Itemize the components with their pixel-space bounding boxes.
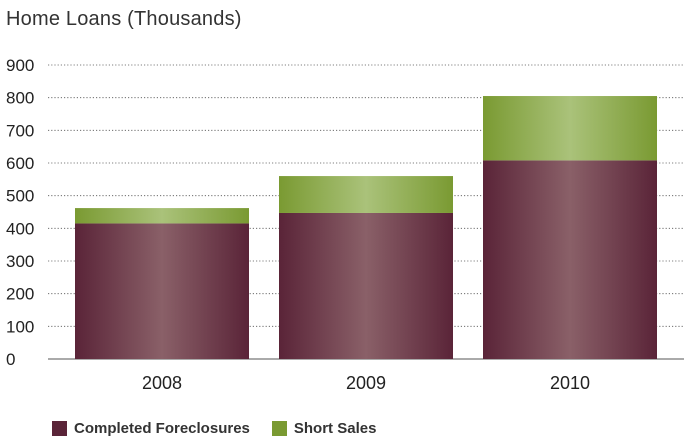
y-tick-label-100: 100 bbox=[6, 317, 34, 336]
legend-label-short-sales: Short Sales bbox=[293, 420, 377, 437]
bar-completed-foreclosures-2010 bbox=[483, 160, 657, 359]
legend-swatch-completed-foreclosures bbox=[52, 421, 67, 436]
legend-swatch-short-sales bbox=[271, 421, 287, 436]
bar-short-sales-2010 bbox=[483, 96, 657, 161]
y-tick-label-700: 700 bbox=[6, 121, 34, 140]
y-tick-label-800: 800 bbox=[6, 89, 34, 108]
x-tick-label-2008: 2008 bbox=[142, 373, 182, 393]
legend-item-short-sales: Short Sales bbox=[271, 420, 377, 437]
bar-short-sales-2009 bbox=[279, 176, 453, 213]
legend: Completed Foreclosures Short Sales bbox=[52, 420, 398, 437]
x-tick-label-2010: 2010 bbox=[550, 373, 590, 393]
y-tick-label-0: 0 bbox=[6, 350, 15, 369]
bar-completed-foreclosures-2009 bbox=[279, 212, 453, 359]
legend-label-completed-foreclosures: Completed Foreclosures bbox=[74, 420, 250, 437]
bar-short-sales-2008 bbox=[75, 208, 249, 224]
chart-title: Home Loans (Thousands) bbox=[6, 8, 242, 30]
x-tick-label-2009: 2009 bbox=[346, 373, 386, 393]
bar-completed-foreclosures-2008 bbox=[75, 223, 249, 359]
stacked-bar-chart: 0 100 200 300 400 500 600 700 800 900 2008 2009 201… bbox=[6, 56, 684, 393]
y-axis-ticks: 0 100 200 300 400 500 600 700 800 900 bbox=[6, 56, 34, 369]
bars bbox=[75, 96, 657, 359]
y-tick-label-500: 500 bbox=[6, 187, 34, 206]
y-tick-label-600: 600 bbox=[6, 154, 34, 173]
y-tick-label-900: 900 bbox=[6, 56, 34, 75]
y-tick-label-200: 200 bbox=[6, 285, 34, 304]
y-tick-label-300: 300 bbox=[6, 252, 34, 271]
y-tick-label-400: 400 bbox=[6, 219, 34, 238]
legend-item-completed-foreclosures: Completed Foreclosures bbox=[52, 420, 250, 437]
x-axis-ticks: 2008 2009 2010 bbox=[142, 373, 590, 393]
